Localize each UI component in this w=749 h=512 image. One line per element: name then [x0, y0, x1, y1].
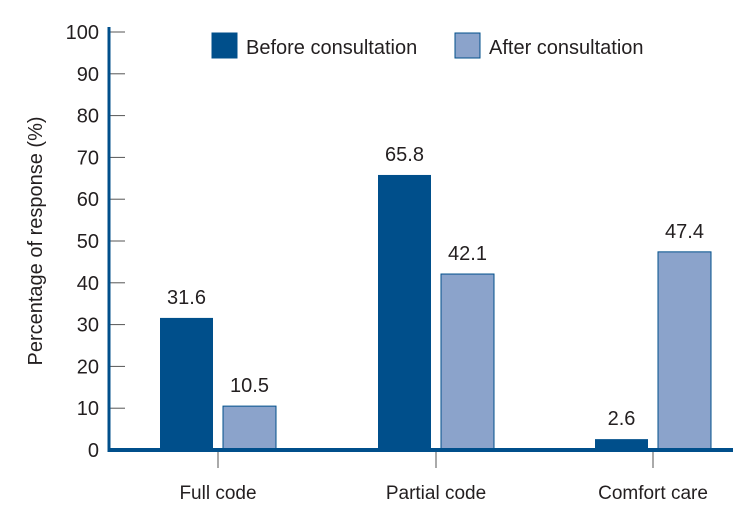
y-tick-label: 80 [77, 106, 99, 128]
data-label: 65.8 [385, 144, 424, 166]
legend: Before consultation After consultation [211, 32, 644, 59]
data-label: 31.6 [167, 287, 206, 309]
y-tick-label: 50 [77, 231, 99, 253]
data-label: 2.6 [608, 408, 636, 430]
axes [107, 27, 733, 452]
x-category-label: Full code [179, 483, 256, 504]
y-tick-label: 60 [77, 189, 99, 211]
bar-after [440, 273, 495, 451]
y-axis-title-group: Percentage of response (%) [25, 116, 47, 365]
legend-swatch-after [454, 32, 481, 59]
y-tick-label: 0 [88, 440, 99, 462]
x-category-label: Comfort care [598, 483, 708, 504]
data-label: 10.5 [230, 375, 269, 397]
legend-label: Before consultation [246, 37, 417, 59]
bar-after [657, 251, 712, 451]
bar-after [222, 405, 277, 451]
y-tick-label: 70 [77, 147, 99, 169]
bar-before [595, 439, 648, 450]
data-label: 42.1 [448, 243, 487, 265]
y-axis-title: Percentage of response (%) [25, 116, 47, 365]
legend-label: After consultation [489, 37, 644, 59]
y-tick-label: 40 [77, 273, 99, 295]
bars: 31.6 10.5 65.8 42.1 2.6 47.4 [160, 144, 712, 451]
y-tick-label: 30 [77, 315, 99, 337]
y-tick-label: 10 [77, 398, 99, 420]
x-categories: Full code Partial code Comfort care [179, 452, 708, 504]
y-tick-label: 90 [77, 64, 99, 86]
y-tick-label: 20 [77, 356, 99, 378]
data-label: 47.4 [665, 221, 704, 243]
legend-swatch-before [211, 32, 238, 59]
bar-before [160, 317, 213, 450]
x-category-label: Partial code [386, 483, 486, 504]
bar-before [378, 174, 431, 450]
y-ticks: 0 10 20 30 40 50 60 70 80 90 100 [66, 22, 125, 462]
y-tick-label: 100 [66, 22, 99, 44]
